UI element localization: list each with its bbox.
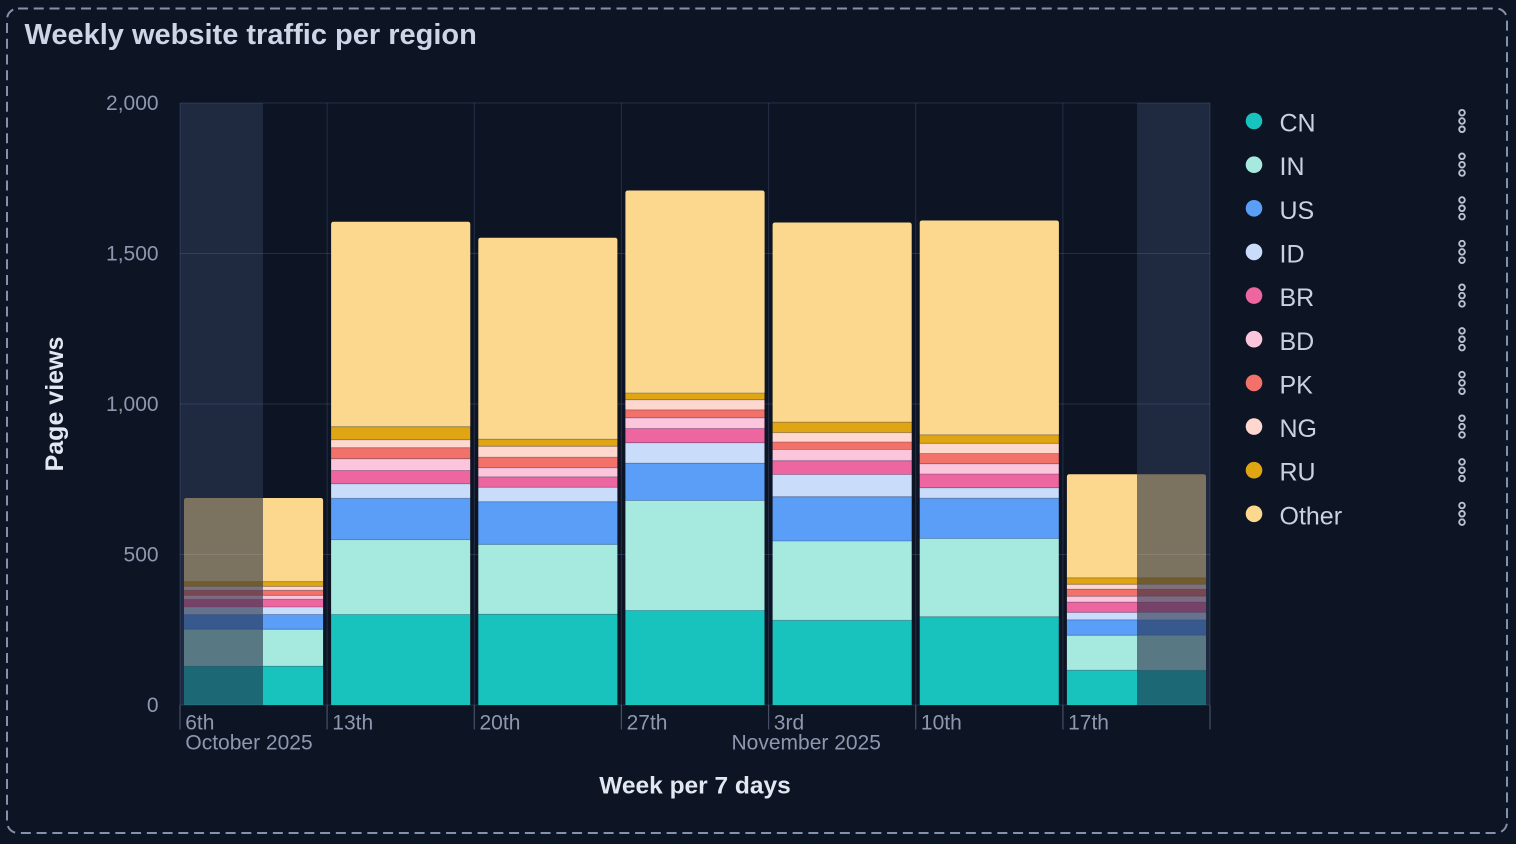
svg-text:27th: 27th xyxy=(627,711,668,734)
svg-text:IN: IN xyxy=(1280,153,1305,181)
svg-text:Page views: Page views xyxy=(41,337,69,472)
svg-text:RU: RU xyxy=(1280,459,1316,487)
svg-text:ID: ID xyxy=(1280,240,1305,268)
svg-text:1,000: 1,000 xyxy=(106,393,159,416)
svg-text:3rd: 3rd xyxy=(774,711,804,734)
svg-text:1,500: 1,500 xyxy=(106,242,159,265)
svg-text:10th: 10th xyxy=(921,711,962,734)
svg-text:CN: CN xyxy=(1280,110,1316,138)
svg-text:20th: 20th xyxy=(480,711,521,734)
svg-text:Weekly website traffic per reg: Weekly website traffic per region xyxy=(25,19,477,51)
svg-text:November 2025: November 2025 xyxy=(732,732,881,755)
svg-text:2,000: 2,000 xyxy=(106,92,159,115)
svg-text:US: US xyxy=(1280,197,1315,225)
svg-text:Other: Other xyxy=(1280,502,1343,530)
svg-text:PK: PK xyxy=(1280,371,1314,399)
svg-text:6th: 6th xyxy=(185,711,214,734)
svg-text:17th: 17th xyxy=(1068,711,1109,734)
svg-text:500: 500 xyxy=(124,543,159,566)
svg-text:0: 0 xyxy=(147,694,159,717)
svg-text:BR: BR xyxy=(1280,284,1315,312)
svg-text:Week per 7 days: Week per 7 days xyxy=(599,773,791,800)
svg-text:October 2025: October 2025 xyxy=(185,732,312,755)
svg-text:BD: BD xyxy=(1280,328,1315,356)
svg-text:13th: 13th xyxy=(332,711,373,734)
svg-text:NG: NG xyxy=(1280,415,1318,443)
